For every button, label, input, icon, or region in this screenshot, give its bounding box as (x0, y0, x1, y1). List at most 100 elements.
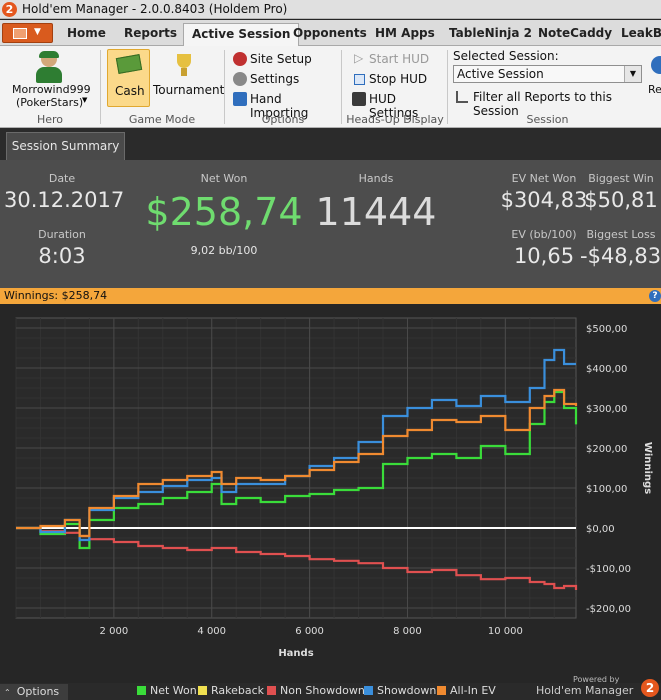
hands-label: Hands (358, 172, 394, 185)
filter-session-label: Filter all Reports to this Session (473, 90, 612, 118)
ev-net-won-value: $304,83 (500, 188, 588, 212)
app-menu-button[interactable]: ▼ (2, 23, 53, 43)
legend-swatch (364, 686, 373, 695)
x-tick-label: 6 000 (295, 626, 324, 637)
cash-label: Cash (115, 84, 145, 98)
legend-item-showdown[interactable]: Showdown (364, 684, 436, 697)
hero-avatar[interactable] (34, 51, 64, 83)
session-stats-panel: Date 30.12.2017 Duration 8:03 Net Won $2… (0, 160, 661, 288)
hand-importing-button[interactable]: Hand Importing (233, 91, 343, 120)
help-icon[interactable]: ? (649, 290, 661, 302)
filter-icon (456, 91, 468, 103)
cash-icon (115, 54, 143, 74)
avatar-cap (39, 51, 59, 58)
download-arrow-icon (233, 92, 247, 106)
series-line-net-won (16, 390, 578, 550)
refresh-button[interactable]: Ref (648, 56, 661, 96)
tournament-label: Tournament (153, 83, 225, 97)
selected-session-value: Active Session (457, 67, 544, 81)
chevron-down-icon[interactable]: ▼ (624, 66, 641, 82)
tournament-button[interactable]: Tournament (151, 49, 224, 107)
title-bar: 2 Hold'em Manager - 2.0.0.8403 (Holdem P… (0, 0, 661, 19)
x-tick-label: 8 000 (393, 626, 422, 637)
hud-settings-button[interactable]: HUD Settings (352, 91, 444, 120)
y-tick-label: $0,00 (586, 524, 615, 535)
tab-tableninja[interactable]: TableNinja 2 (449, 26, 533, 40)
legend-swatch (137, 686, 146, 695)
legend-item-all-in-ev[interactable]: All-In EV (437, 684, 496, 697)
legend-item-non-showdown[interactable]: Non Showdown (267, 684, 365, 697)
brand-logo-icon: 2 (641, 679, 659, 697)
hero-dropdown-icon[interactable]: ▼ (82, 96, 88, 104)
settings-label: Settings (250, 72, 300, 86)
winnings-chart-svg: $500,00 $400,00 $300,00 $200,00 $100,00 $0,00… (15, 317, 653, 659)
refresh-label: Ref (648, 83, 661, 96)
stop-hud-button[interactable]: Stop HUD (352, 71, 444, 88)
game-mode-group-label: Game Mode (128, 113, 196, 126)
settings-button[interactable]: Settings (233, 71, 338, 88)
ribbon-tab-row (0, 20, 661, 46)
tab-notecaddy[interactable]: NoteCaddy (538, 26, 613, 40)
start-hud-button[interactable]: ▷ Start HUD (352, 51, 444, 68)
legend-item-net-won[interactable]: Net Won (137, 684, 197, 697)
x-tick-label: 4 000 (197, 626, 226, 637)
tab-reports[interactable]: Reports (124, 26, 178, 40)
legend-swatch (267, 686, 276, 695)
y-tick-label: -$200,00 (586, 604, 631, 615)
tab-session-summary[interactable]: Session Summary (6, 132, 125, 160)
net-won-label: Net Won (200, 172, 248, 185)
ribbon-separator (341, 50, 342, 124)
app-menu-icon (13, 28, 27, 39)
filter-session-button[interactable]: Filter all Reports to this Session (456, 89, 646, 118)
options-label: Options (16, 685, 60, 698)
net-won-value: $258,74 (145, 190, 303, 234)
stop-icon (354, 74, 365, 85)
hud-group: ▷ Start HUD Stop HUD HUD Settings Heads-… (345, 49, 445, 128)
y-tick-label: $500,00 (586, 324, 627, 335)
ev-net-won-label: EV Net Won (511, 172, 577, 185)
gear-icon (233, 72, 247, 86)
start-hud-label: Start HUD (369, 52, 430, 66)
ribbon-separator (224, 50, 225, 124)
y-tick-label: $400,00 (586, 364, 627, 375)
tab-leakbuster[interactable]: LeakBu (621, 26, 661, 40)
tab-home[interactable]: Home (67, 26, 106, 40)
selected-session-label: Selected Session: (453, 49, 559, 63)
trophy-icon (177, 54, 191, 68)
tab-opponents[interactable]: Opponents (293, 26, 367, 40)
series-line-all-in-ev (16, 388, 578, 538)
hero-group-label: Hero (36, 113, 64, 126)
hud-group-label: Heads-Up Display (346, 113, 444, 126)
app-logo-icon: 2 (2, 2, 17, 17)
biggest-win-label: Biggest Win (588, 172, 654, 185)
powered-by-label: Powered by (573, 675, 620, 684)
hero-name[interactable]: Morrowind999 (12, 83, 91, 96)
session-group-label: Session (526, 113, 569, 126)
duration-value: 8:03 (38, 244, 86, 268)
site-setup-icon (233, 52, 247, 66)
y-tick-label: $100,00 (586, 484, 627, 495)
hero-site[interactable]: (PokerStars) (16, 96, 84, 109)
duration-label: Duration (38, 228, 86, 241)
brand-name: Hold'em Manager (536, 684, 634, 697)
winnings-header-bar: Winnings: $258,74 ? (0, 288, 661, 304)
legend-swatch (437, 686, 446, 695)
hud-settings-label: HUD Settings (369, 92, 419, 120)
legend-item-rakeback[interactable]: Rakeback (198, 684, 264, 697)
refresh-icon (651, 56, 661, 74)
ribbon-separator (447, 50, 448, 124)
trophy-stem (181, 68, 187, 76)
x-tick-label: 2 000 (100, 626, 129, 637)
chevron-down-icon: ▼ (34, 27, 41, 37)
legend-label: Net Won (150, 684, 197, 697)
legend-label: Showdown (377, 684, 437, 697)
hands-value: 11444 (315, 190, 437, 234)
selected-session-dropdown[interactable]: Active Session ▼ (453, 65, 642, 83)
options-button[interactable]: ⌃ Options (0, 684, 68, 700)
winnings-chart: $500,00 $400,00 $300,00 $200,00 $100,00 $0,00… (0, 304, 661, 684)
tab-active-session[interactable]: Active Session (183, 23, 300, 47)
site-setup-button[interactable]: Site Setup (233, 51, 338, 68)
cash-button[interactable]: Cash (107, 49, 150, 107)
tab-hm-apps[interactable]: HM Apps (375, 26, 435, 40)
